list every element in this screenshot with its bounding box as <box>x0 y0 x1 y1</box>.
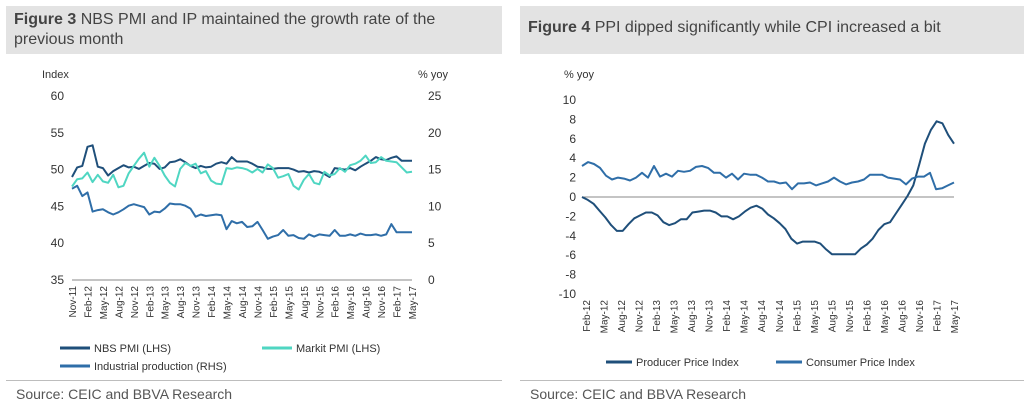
x-tick-label: May-13 <box>161 286 172 320</box>
x-tick-label: Nov-16 <box>915 300 926 333</box>
x-tick-label: May-13 <box>670 300 681 334</box>
figure-4-source: Source: CEIC and BBVA Research <box>530 386 747 402</box>
legend-label-0: Producer Price Index <box>636 357 739 369</box>
x-tick-label: Nov-14 <box>775 300 786 333</box>
legend-label-0: NBS PMI (LHS) <box>94 343 171 355</box>
x-tick-label: Aug-15 <box>827 300 838 333</box>
figure-3-panel: Figure 3 NBS PMI and IP maintained the g… <box>0 0 502 420</box>
figure-4-divider <box>520 380 1024 381</box>
series-line-0 <box>71 144 412 178</box>
figure-3-title-box: Figure 3 NBS PMI and IP maintained the g… <box>6 6 502 54</box>
figure-3-number: Figure 3 <box>14 11 77 28</box>
x-tick-label: Nov-13 <box>705 300 716 333</box>
left-tick-label: 40 <box>51 236 65 250</box>
right-tick-label: 5 <box>428 236 435 250</box>
right-tick-label: 20 <box>428 126 442 140</box>
y-tick-label: 8 <box>569 112 576 126</box>
x-tick-label: Nov-13 <box>192 286 203 319</box>
x-tick-label: Feb-14 <box>722 300 733 332</box>
x-tick-label: Nov-12 <box>635 300 646 333</box>
x-tick-label: Aug-16 <box>362 286 373 319</box>
x-tick-label: May-12 <box>99 286 110 320</box>
y-tick-label: -6 <box>565 248 576 262</box>
x-tick-label: May-15 <box>284 286 295 320</box>
figure-3-divider <box>6 380 502 381</box>
figure-4-panel: Figure 4 PPI dipped significantly while … <box>514 0 1024 420</box>
x-tick-label: Feb-16 <box>862 300 873 332</box>
series-line-0 <box>581 120 955 256</box>
x-tick-label: Feb-12 <box>582 300 593 332</box>
left-tick-label: 55 <box>51 126 65 140</box>
legend-label-2: Industrial production (RHS) <box>94 361 227 373</box>
x-tick-label: May-16 <box>346 286 357 320</box>
y-tick-label: -2 <box>565 209 576 223</box>
x-tick-label: May-14 <box>223 286 234 320</box>
x-tick-label: Feb-15 <box>792 300 803 332</box>
x-tick-label: Aug-13 <box>176 286 187 319</box>
right-tick-label: 25 <box>428 89 442 103</box>
x-tick-label: May-16 <box>880 300 891 334</box>
x-tick-label: Aug-14 <box>757 300 768 333</box>
right-tick-label: 10 <box>428 199 442 213</box>
left-tick-label: 60 <box>51 89 65 103</box>
y-tick-label: -10 <box>559 287 577 301</box>
y-tick-label: 10 <box>563 93 577 107</box>
right-tick-label: 15 <box>428 163 442 177</box>
lhs-axis-label: Index <box>42 69 69 81</box>
x-tick-label: May-17 <box>408 286 419 320</box>
x-tick-label: Aug-15 <box>300 286 311 319</box>
legend-label-1: Markit PMI (LHS) <box>296 343 380 355</box>
x-tick-label: Aug-12 <box>617 300 628 333</box>
x-tick-label: Nov-15 <box>845 300 856 333</box>
rhs-axis-label: % yoy <box>418 69 448 81</box>
x-tick-label: Aug-16 <box>897 300 908 333</box>
x-tick-label: Feb-17 <box>932 300 943 332</box>
x-tick-label: Feb-16 <box>331 286 342 318</box>
x-tick-label: Aug-12 <box>114 286 125 319</box>
y-tick-label: -4 <box>565 229 576 243</box>
x-tick-label: Feb-14 <box>207 286 218 318</box>
figure-4-number: Figure 4 <box>528 19 591 36</box>
series-line-2 <box>71 184 412 240</box>
x-tick-label: May-14 <box>740 300 751 334</box>
x-tick-label: Nov-11 <box>68 286 79 318</box>
x-tick-label: Feb-13 <box>145 286 156 318</box>
y-axis-label: % yoy <box>564 69 594 81</box>
x-tick-label: Aug-14 <box>238 286 249 319</box>
legend-label-1: Consumer Price Index <box>806 357 915 369</box>
series-line-1 <box>581 161 955 191</box>
x-tick-label: Feb-12 <box>83 286 94 318</box>
figure-4-title: PPI dipped significantly while CPI incre… <box>594 19 941 36</box>
figure-4-chart: % yoy 10 8 6 4 2 0 -2 -4 -6 -8 -10 Feb-12 May-12 Aug-1… <box>559 69 961 369</box>
x-tick-label: May-12 <box>600 300 611 334</box>
x-tick-label: Feb-13 <box>652 300 663 332</box>
y-tick-label: 6 <box>569 132 576 146</box>
x-tick-label: May-17 <box>950 300 961 334</box>
x-tick-label: Nov-14 <box>253 286 264 319</box>
figure-3-source: Source: CEIC and BBVA Research <box>16 386 233 402</box>
left-tick-label: 45 <box>51 199 65 213</box>
x-tick-label: Nov-12 <box>130 286 141 319</box>
x-tick-label: Feb-15 <box>269 286 280 318</box>
right-tick-label: 0 <box>428 273 435 287</box>
x-tick-label: Aug-13 <box>687 300 698 333</box>
figure-4-title-box: Figure 4 PPI dipped significantly while … <box>520 6 1024 54</box>
y-tick-label: -8 <box>565 268 576 282</box>
y-tick-label: 4 <box>569 151 576 165</box>
figure-3-title: NBS PMI and IP maintained the growth rat… <box>14 11 436 48</box>
left-tick-label: 35 <box>51 273 65 287</box>
left-tick-label: 50 <box>51 163 65 177</box>
y-tick-label: 2 <box>569 171 576 185</box>
x-tick-label: Feb-17 <box>393 286 404 318</box>
series-line-1 <box>71 151 413 191</box>
x-tick-label: May-15 <box>810 300 821 334</box>
y-tick-label: 0 <box>569 190 576 204</box>
x-tick-label: Nov-16 <box>377 286 388 319</box>
x-tick-label: Nov-15 <box>315 286 326 319</box>
